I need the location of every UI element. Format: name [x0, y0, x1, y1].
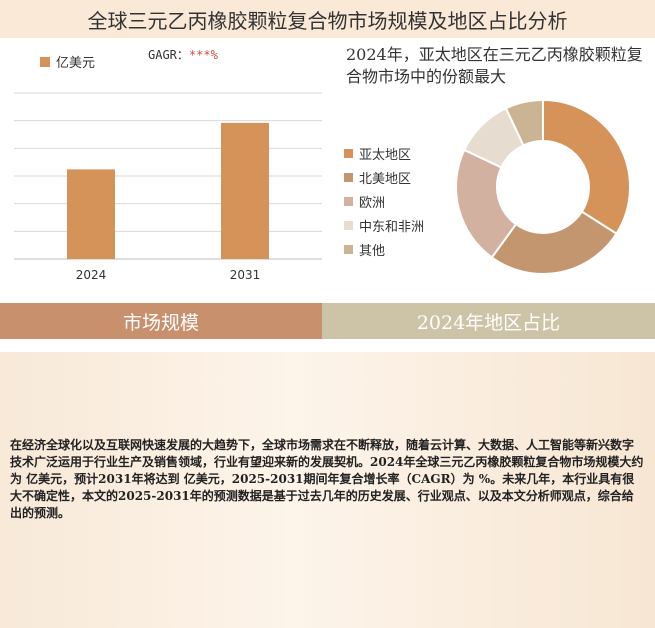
pie-legend-item: 其他 — [344, 237, 424, 261]
bar-2031 — [221, 122, 269, 259]
pie-legend-label: 欧洲 — [359, 195, 386, 211]
pie-legend-item: 北美地区 — [344, 165, 424, 189]
donut-slice-2 — [490, 210, 618, 275]
pie-legend-swatch — [344, 244, 353, 254]
market-size-panel: 亿美元 GAGR：***% 2024 2031 — [0, 38, 330, 303]
pie-legend-item: 亚太地区 — [344, 141, 424, 165]
donut-slice-5 — [504, 98, 544, 147]
x-tick-label: 2024 — [76, 268, 107, 282]
pie-legend-label: 其他 — [359, 243, 386, 259]
cagr-value: ***% — [188, 48, 218, 62]
pie-title: 2024年，亚太地区在三元乙丙橡胶颗粒复合物市场中的份额最大 — [346, 45, 643, 86]
cagr-note: GAGR：***% — [148, 46, 218, 63]
donut-slice-1 — [542, 98, 631, 235]
pie-legend-label: 亚太地区 — [359, 147, 412, 163]
pie-legend-item: 欧洲 — [344, 189, 424, 213]
page-title: 全球三元乙丙橡胶颗粒复合物市场规模及地区占比分析 — [0, 0, 655, 38]
pie-legend-item: 中东和非洲 — [344, 213, 424, 237]
donut-chart — [455, 98, 631, 275]
pie-legend-swatch — [344, 148, 353, 158]
bar-chart: 2024 2031 — [14, 92, 322, 282]
region-share-band: 2024年地区占比 — [322, 303, 655, 339]
pie-legend: 亚太地区北美地区欧洲中东和非洲其他 — [344, 141, 424, 261]
pie-legend-swatch — [344, 172, 353, 182]
bar-legend: 亿美元 — [40, 52, 95, 71]
region-share-panel: 2024年，亚太地区在三元乙丙橡胶颗粒复合物市场中的份额最大 亚太地区北美地区欧… — [330, 38, 655, 303]
x-tick-label: 2031 — [230, 268, 261, 282]
description-text: 在经济全球化以及互联网快速发展的大趋势下，全球市场需求在不断释放，随着云计算、大… — [10, 438, 644, 520]
pie-legend-swatch — [344, 220, 353, 230]
pie-legend-label: 北美地区 — [359, 171, 412, 187]
bar-2024 — [67, 169, 115, 259]
bar-legend-swatch — [40, 56, 50, 67]
description-box: 在经济全球化以及互联网快速发展的大趋势下，全球市场需求在不断释放，随着云计算、大… — [0, 352, 655, 628]
cagr-label: GAGR： — [148, 48, 189, 62]
pie-legend-swatch — [344, 196, 353, 206]
market-size-band: 市场规模 — [0, 303, 322, 339]
pie-legend-label: 中东和非洲 — [359, 219, 425, 235]
bar-legend-label: 亿美元 — [56, 56, 96, 71]
